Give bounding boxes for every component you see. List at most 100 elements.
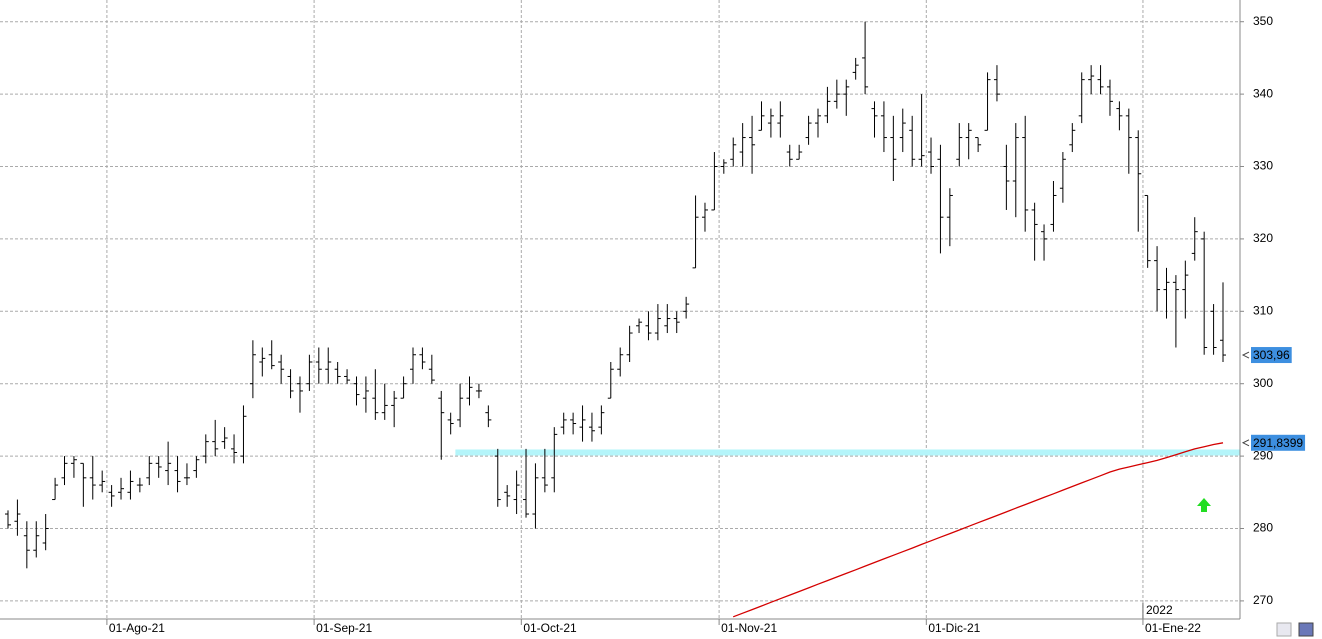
save-icon[interactable] <box>1298 622 1314 637</box>
last-value-box <box>1251 434 1306 451</box>
ohlc-bar <box>551 427 558 493</box>
y-tick-label: 310 <box>1253 303 1273 317</box>
ohlc-bar <box>259 347 266 377</box>
ohlc-bar <box>532 463 539 529</box>
ohlc-bar <box>890 115 897 181</box>
ohlc-bar <box>683 296 690 319</box>
x-tick-label: 01-Oct-21 <box>523 621 577 635</box>
ohlc-bar <box>1163 267 1170 319</box>
ohlc-bar <box>560 412 567 435</box>
ohlc-bar <box>202 434 209 464</box>
ohlc-bar <box>1201 231 1208 355</box>
ohlc-bar <box>287 369 294 399</box>
ohlc-bar <box>852 57 859 80</box>
ohlc-bar <box>598 405 605 435</box>
y-tick-label: 280 <box>1253 521 1273 535</box>
x-tick-label: 01-Ene-22 <box>1145 621 1201 635</box>
ohlc-bar <box>645 311 652 341</box>
ohlc-bar <box>946 188 953 247</box>
ohlc-bar <box>466 376 473 406</box>
ohlc-bar <box>711 152 718 211</box>
ohlc-bar <box>541 448 548 493</box>
ohlc-bar <box>438 390 445 460</box>
ohlc-bar <box>249 340 256 399</box>
ohlc-bar <box>579 405 586 442</box>
ohlc-bar <box>212 419 219 457</box>
moving-average-line <box>732 442 1224 618</box>
ohlc-bar <box>372 369 379 420</box>
y-tick-label: 290 <box>1253 448 1273 462</box>
x-tick-label: 01-Ago-21 <box>109 621 165 635</box>
ohlc-bar <box>23 521 30 569</box>
ohlc-bar <box>362 376 369 413</box>
ohlc-bar <box>353 376 360 406</box>
ohlc-bar <box>428 354 435 384</box>
ohlc-bar <box>165 441 172 486</box>
ohlc-bar <box>1191 217 1198 261</box>
ohlc-bar <box>127 470 134 500</box>
ohlc-bar <box>1172 275 1179 348</box>
ohlc-bar <box>692 195 699 269</box>
ohlc-bar <box>1041 224 1048 261</box>
ohlc-bar <box>965 123 972 160</box>
ohlc-bar <box>523 448 530 518</box>
ohlc-bar <box>447 412 454 435</box>
ohlc-bar <box>1059 152 1066 203</box>
tool-icon[interactable] <box>1276 622 1292 637</box>
ohlc-bar <box>899 108 906 153</box>
ohlc-bar <box>1022 115 1029 232</box>
ohlc-bar <box>654 304 661 341</box>
ohlc-bar <box>984 72 991 131</box>
ohlc-bar <box>993 65 1000 102</box>
ohlc-bar <box>720 159 727 174</box>
ohlc-bar <box>1144 194 1151 268</box>
ohlc-bar <box>918 94 925 167</box>
ohlc-bar <box>325 347 332 384</box>
ohlc-bar <box>749 115 756 174</box>
ohlc-bar <box>334 361 341 384</box>
ohlc-bar <box>193 456 200 478</box>
y-tick-label: 350 <box>1253 14 1273 28</box>
ohlc-bar <box>419 347 426 370</box>
ohlc-bar <box>146 456 153 486</box>
ohlc-bar <box>344 369 351 384</box>
ohlc-bar <box>862 21 869 95</box>
ohlc-bar <box>306 354 313 391</box>
ohlc-bar <box>70 456 77 478</box>
ohlc-bar <box>1078 72 1085 124</box>
ohlc-bar <box>928 137 935 174</box>
ohlc-bar <box>475 383 482 399</box>
ohlc-bar <box>607 361 614 399</box>
ohlc-bar <box>833 79 840 109</box>
ohlc-bar <box>871 101 878 138</box>
ohlc-bar <box>61 456 68 486</box>
ohlc-bar <box>381 383 388 420</box>
ohlc-bar <box>1069 123 1076 153</box>
ohlc-bar <box>1050 180 1057 232</box>
ohlc-bar <box>400 376 407 399</box>
ohlc-bar <box>278 354 285 384</box>
ohlc-bar <box>758 101 765 131</box>
ohlc-bar <box>1106 79 1113 116</box>
ohlc-bar <box>391 390 398 428</box>
ohlc-bar <box>268 340 275 370</box>
x-tick-label: 01-Sep-21 <box>316 621 372 635</box>
ohlc-bar <box>504 485 511 507</box>
ohlc-bar <box>410 347 416 384</box>
ohlc-bar <box>805 115 812 145</box>
ohlc-bar <box>937 144 944 254</box>
ohlc-bar <box>880 101 887 153</box>
ohlc-bar <box>1012 123 1019 218</box>
plot: 2022 <box>0 0 1240 619</box>
ohlc-bar <box>588 412 595 442</box>
ohlc-bar <box>513 470 520 515</box>
ohlc-bar <box>1088 65 1095 95</box>
ohlc-bar <box>136 477 143 493</box>
ohlc-bar <box>52 477 59 501</box>
ohlc-bar <box>494 448 501 507</box>
ohlc-bar <box>673 311 680 334</box>
ohlc-bar <box>570 412 577 435</box>
ohlc-bar <box>843 79 850 116</box>
